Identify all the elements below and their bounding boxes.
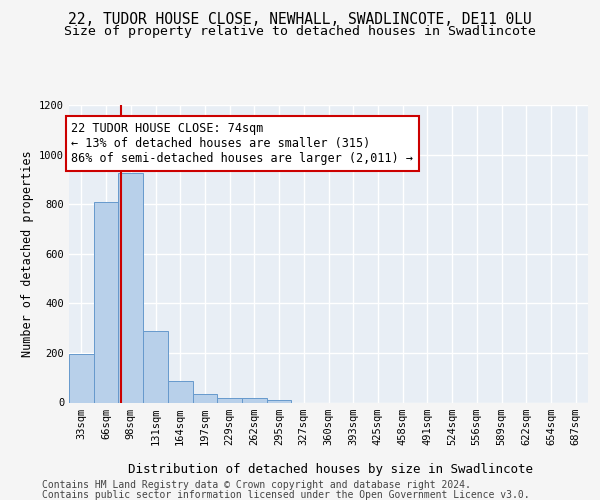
Bar (193, 394, 217, 402)
Bar (143, 330, 168, 402)
Bar (168, 382, 193, 402)
Text: Contains public sector information licensed under the Open Government Licence v3: Contains public sector information licen… (42, 490, 530, 500)
Text: Distribution of detached houses by size in Swadlincote: Distribution of detached houses by size … (128, 462, 533, 475)
Bar (242, 398, 267, 402)
Bar (217, 398, 242, 402)
Y-axis label: Number of detached properties: Number of detached properties (20, 150, 34, 357)
Text: Size of property relative to detached houses in Swadlincote: Size of property relative to detached ho… (64, 25, 536, 38)
Bar (69, 354, 94, 403)
Text: 22, TUDOR HOUSE CLOSE, NEWHALL, SWADLINCOTE, DE11 0LU: 22, TUDOR HOUSE CLOSE, NEWHALL, SWADLINC… (68, 12, 532, 28)
Bar (118, 173, 143, 402)
Bar (94, 202, 118, 402)
Text: Contains HM Land Registry data © Crown copyright and database right 2024.: Contains HM Land Registry data © Crown c… (42, 480, 471, 490)
Text: 22 TUDOR HOUSE CLOSE: 74sqm
← 13% of detached houses are smaller (315)
86% of se: 22 TUDOR HOUSE CLOSE: 74sqm ← 13% of det… (71, 122, 413, 166)
Bar (267, 400, 292, 402)
